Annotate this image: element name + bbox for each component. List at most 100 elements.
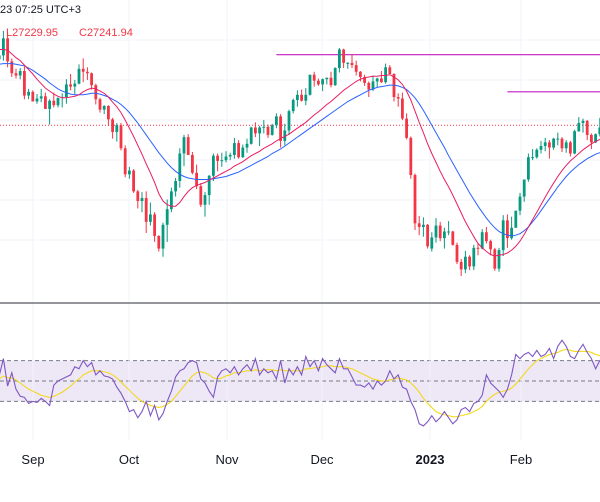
candle bbox=[191, 152, 194, 175]
ohlc-close: C27241.94 bbox=[79, 27, 133, 39]
candles-layer bbox=[0, 30, 600, 277]
candle-body bbox=[321, 79, 324, 85]
candle-body bbox=[480, 232, 484, 249]
candle bbox=[216, 153, 219, 172]
candle-body bbox=[556, 138, 560, 140]
candle-body bbox=[518, 196, 522, 211]
candle-body bbox=[10, 61, 14, 74]
candle bbox=[573, 129, 576, 155]
candle-body bbox=[514, 210, 518, 228]
candle bbox=[531, 149, 534, 161]
candle-body bbox=[384, 67, 387, 83]
ohlc-low: L27229.95 bbox=[6, 27, 58, 39]
candle bbox=[426, 224, 429, 249]
candle bbox=[346, 62, 350, 69]
candle bbox=[476, 243, 480, 256]
candle-body bbox=[237, 143, 240, 158]
candle-body bbox=[203, 195, 207, 205]
candle bbox=[48, 99, 51, 125]
candle-body bbox=[35, 98, 39, 102]
candle-body bbox=[535, 149, 539, 158]
candle-body bbox=[598, 127, 600, 135]
candle bbox=[132, 169, 135, 193]
candle-body bbox=[539, 146, 543, 150]
chart-timestamp: 23 07:25 UTC+3 bbox=[0, 4, 82, 16]
candle bbox=[228, 152, 232, 161]
candle-body bbox=[548, 142, 551, 148]
candle-body bbox=[119, 125, 123, 149]
candle-body bbox=[291, 100, 295, 112]
candle-body bbox=[77, 68, 81, 84]
candle-body bbox=[23, 71, 26, 96]
candle-body bbox=[39, 96, 43, 99]
candle bbox=[539, 140, 543, 154]
candle-body bbox=[0, 55, 1, 60]
candle-body bbox=[170, 191, 173, 210]
candle-body bbox=[52, 100, 56, 106]
candle-body bbox=[2, 38, 5, 56]
candle-body bbox=[493, 249, 497, 269]
time-axis: Sep Oct Nov Dec 2023 Feb bbox=[21, 452, 532, 467]
candle bbox=[149, 202, 152, 226]
candle bbox=[489, 239, 492, 256]
candle bbox=[10, 58, 14, 77]
candle bbox=[14, 68, 18, 79]
candle bbox=[569, 140, 572, 157]
candle bbox=[233, 137, 236, 159]
candle bbox=[153, 212, 156, 242]
candle-body bbox=[401, 98, 404, 119]
candle-body bbox=[266, 126, 270, 135]
candle bbox=[144, 191, 148, 233]
rsi-layer bbox=[0, 339, 600, 427]
candle-body bbox=[455, 244, 459, 262]
candle-body bbox=[165, 209, 169, 225]
candle-body bbox=[564, 142, 568, 149]
candle bbox=[468, 255, 471, 271]
candle-body bbox=[191, 154, 194, 173]
candle-body bbox=[18, 71, 22, 76]
x-tick-label: Sep bbox=[21, 452, 44, 467]
candle-body bbox=[569, 142, 572, 154]
candle bbox=[128, 166, 131, 179]
candle bbox=[170, 187, 173, 213]
candle bbox=[119, 123, 123, 151]
candle-body bbox=[14, 73, 18, 76]
candle-body bbox=[413, 175, 417, 224]
candle bbox=[258, 126, 261, 147]
candle bbox=[123, 145, 127, 178]
candle-body bbox=[581, 120, 585, 124]
candle bbox=[363, 74, 366, 86]
candle bbox=[237, 140, 240, 159]
candle bbox=[65, 79, 68, 104]
candle bbox=[39, 88, 43, 103]
candle bbox=[300, 89, 303, 102]
candle-body bbox=[48, 100, 51, 109]
candle bbox=[447, 221, 450, 236]
candle-body bbox=[434, 225, 438, 238]
candle-body bbox=[73, 83, 77, 87]
candle-body bbox=[216, 155, 219, 161]
candle bbox=[527, 153, 530, 182]
candle-body bbox=[573, 131, 576, 154]
candle-body bbox=[149, 214, 152, 222]
candle bbox=[522, 179, 526, 202]
candle-body bbox=[140, 198, 144, 202]
x-tick-label: Dec bbox=[310, 452, 334, 467]
candle-body bbox=[485, 232, 488, 242]
candle-body bbox=[233, 143, 236, 155]
candle-body bbox=[241, 147, 245, 158]
candle bbox=[203, 192, 207, 217]
candle bbox=[254, 122, 257, 138]
candle-body bbox=[560, 138, 564, 149]
candle bbox=[115, 123, 119, 142]
candle bbox=[354, 60, 358, 76]
candle bbox=[77, 64, 81, 85]
candle bbox=[485, 227, 488, 244]
candle-body bbox=[317, 80, 320, 85]
candle bbox=[329, 71, 333, 88]
candle-body bbox=[136, 191, 140, 202]
candle bbox=[459, 258, 463, 277]
candle bbox=[577, 117, 581, 132]
candle bbox=[455, 242, 459, 265]
